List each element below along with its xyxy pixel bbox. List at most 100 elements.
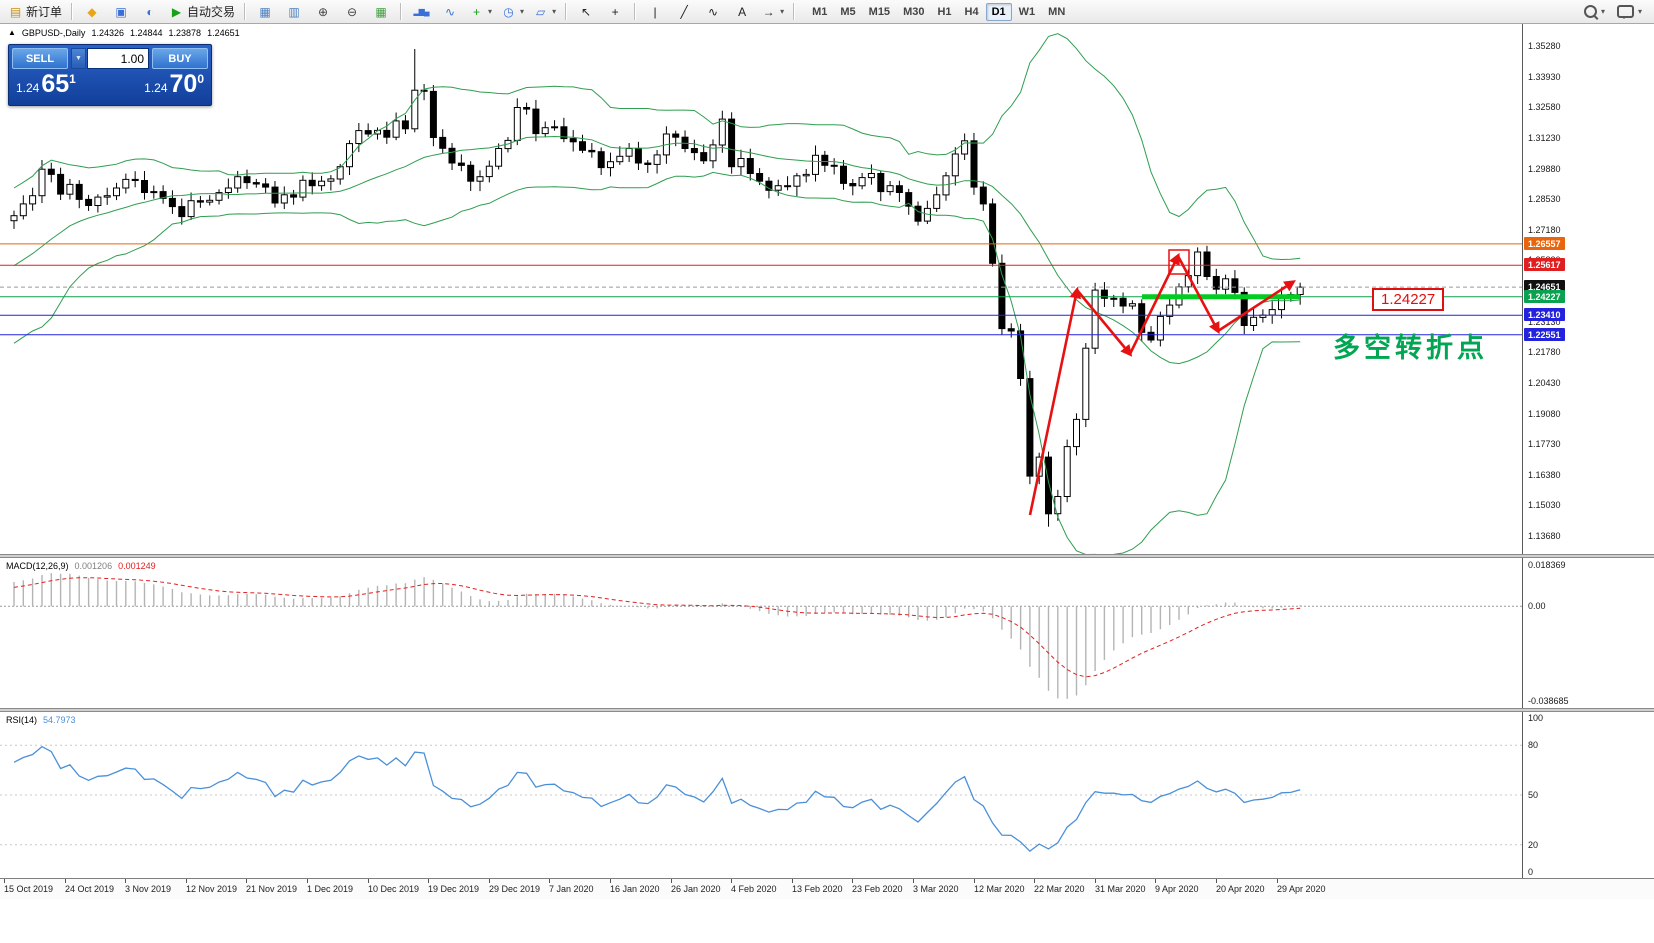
panel-splitter[interactable] [0,708,1654,712]
autotrading-button[interactable]: ▶ 自动交易 [165,1,239,23]
timeframe-button-h4[interactable]: H4 [964,5,979,18]
timeframe-button-w1[interactable]: W1 [1018,5,1036,18]
crosshair-button[interactable]: + [601,1,629,23]
templates-button[interactable]: ▱ ▾ [529,1,560,23]
rsi-value: 54.7973 [43,715,76,725]
price-scale-label: 1.21780 [1528,347,1561,357]
chart-list-button[interactable]: ▦ [367,1,395,23]
new-order-button-label: 新订单 [26,5,63,19]
volume-input[interactable] [87,48,149,69]
line-chart-button[interactable]: ∿ [436,1,464,23]
cursor-button[interactable]: ↖ [572,1,600,23]
time-tick [913,879,914,883]
date-label: 13 Feb 2020 [792,884,843,894]
chat-icon [1616,5,1634,19]
time-tick [671,879,672,883]
time-tick [307,879,308,883]
arrows-button[interactable]: → ▾ [757,1,788,23]
toolbar-separator [244,3,247,20]
toolbar-right-group: ▾ ▾ [1580,1,1650,23]
terminal-button[interactable]: ▣ [107,1,135,23]
timeframe-button-h1[interactable]: H1 [937,5,952,18]
new-order-icon: ▤ [9,4,22,19]
macd-scale[interactable]: 0.018369 0.00 -0.038685 [1523,558,1654,708]
new-order-button[interactable]: ▤ 新订单 [4,1,66,23]
ohlc-close: 1.24651 [207,28,240,38]
time-tick [246,879,247,883]
macd-canvas[interactable] [0,558,1523,708]
vertical-line-icon: | [653,4,657,19]
date-label: 7 Jan 2020 [549,884,594,894]
search-button[interactable]: ▾ [1580,1,1609,23]
crosshair-icon: + [611,4,619,19]
chat-button[interactable]: ▾ [1613,1,1646,23]
timeframe-group: M1 M5 M15 M30 H1 H4 D1 W1 MN [806,2,1071,21]
fibonacci-icon: ∿ [708,4,719,19]
ohlc-open: 1.24326 [91,28,124,38]
search-icon [1583,5,1597,18]
sell-button[interactable]: SELL [12,48,68,69]
metaeditor-icon: ◆ [87,4,97,19]
price-scale-label: 1.32580 [1528,102,1561,112]
fibonacci-button[interactable]: ∿ [699,1,727,23]
timeframe-button-m5[interactable]: M5 [840,5,856,18]
timeframe-button-m30[interactable]: M30 [903,5,925,18]
trend-arrow[interactable] [1075,289,1133,357]
timeframe-button-m1[interactable]: M1 [812,5,828,18]
date-label: 12 Mar 2020 [974,884,1025,894]
buy-button[interactable]: BUY [152,48,208,69]
time-tick [1155,879,1156,883]
cascade-windows-button[interactable]: ▥ [280,1,308,23]
price-tag-label[interactable]: 1.24227 [1372,288,1445,311]
trend-arrow[interactable] [1217,280,1296,333]
macd-panel[interactable]: 0.018369 0.00 -0.038685 MACD(12,26,9) 0.00… [0,558,1654,708]
date-label: 22 Mar 2020 [1034,884,1085,894]
ask-pip-digit: 0 [197,72,204,86]
trend-arrow[interactable] [1128,252,1180,355]
trend-arrow[interactable] [1176,255,1220,335]
zoom-in-button[interactable]: ⊕ [309,1,337,23]
price-line-box: 1.26557 [1524,237,1565,250]
text-button[interactable]: A [728,1,756,23]
volume-dropdown-button[interactable]: ▼ [71,48,86,69]
trendline-button[interactable]: ╱ [670,1,698,23]
date-label: 3 Nov 2019 [125,884,172,894]
time-tick [489,879,490,883]
date-label: 4 Feb 2020 [731,884,777,894]
toolbar-separator [400,3,403,20]
price-scale-label: 1.27180 [1528,225,1561,235]
trend-arrow[interactable] [1028,286,1082,516]
price-scale[interactable]: 1.35280 1.33930 1.32580 1.31230 1.29880 1.285… [1523,24,1654,554]
vertical-line-button[interactable]: | [641,1,669,23]
price-scale-label: 1.23130 [1528,317,1561,327]
one-click-collapse-icon[interactable]: ▲ [8,28,16,37]
time-axis[interactable]: 15 Oct 2019 24 Oct 2019 3 Nov 2019 12 Nov 2… [0,878,1654,899]
bar-chart-button[interactable]: ▂▆▄ [407,1,435,23]
zoom-out-button[interactable]: ⊖ [338,1,366,23]
text-icon: A [738,4,747,19]
main-chart-panel[interactable]: 1.35280 1.33930 1.32580 1.31230 1.29880 1.285… [0,24,1654,554]
data-window-icon: ◐ [146,4,154,19]
date-label: 19 Dec 2019 [428,884,480,894]
timeframe-button-mn[interactable]: MN [1048,5,1066,18]
data-window-button[interactable]: ◐ [136,1,164,23]
tile-windows-button[interactable]: ▦ [251,1,279,23]
timeframes-button[interactable]: ◷ ▾ [497,1,528,23]
rsi-canvas[interactable] [0,712,1523,878]
ohlc-low: 1.23878 [168,28,202,38]
date-label: 9 Apr 2020 [1155,884,1199,894]
trendline-icon: ╱ [680,4,688,19]
metaeditor-button[interactable]: ◆ [78,1,106,23]
rsi-scale[interactable]: 100 80 50 20 0 [1523,712,1654,878]
add-indicator-button[interactable]: + ▾ [465,1,496,23]
peak-highlight-box[interactable] [1168,249,1190,275]
timeframe-button-d1[interactable]: D1 [985,2,1012,21]
volume-control: ▼ [71,48,149,69]
rsi-scale-label: 80 [1528,740,1539,750]
timeframe-button-m15[interactable]: M15 [868,5,891,18]
panel-splitter[interactable] [0,554,1654,558]
date-label: 24 Oct 2019 [65,884,115,894]
main-chart-canvas[interactable] [0,24,1523,554]
turning-point-note[interactable]: 多空转折点 [1333,333,1488,363]
rsi-panel[interactable]: 100 80 50 20 0 RSI(14) 54.7973 [0,712,1654,878]
